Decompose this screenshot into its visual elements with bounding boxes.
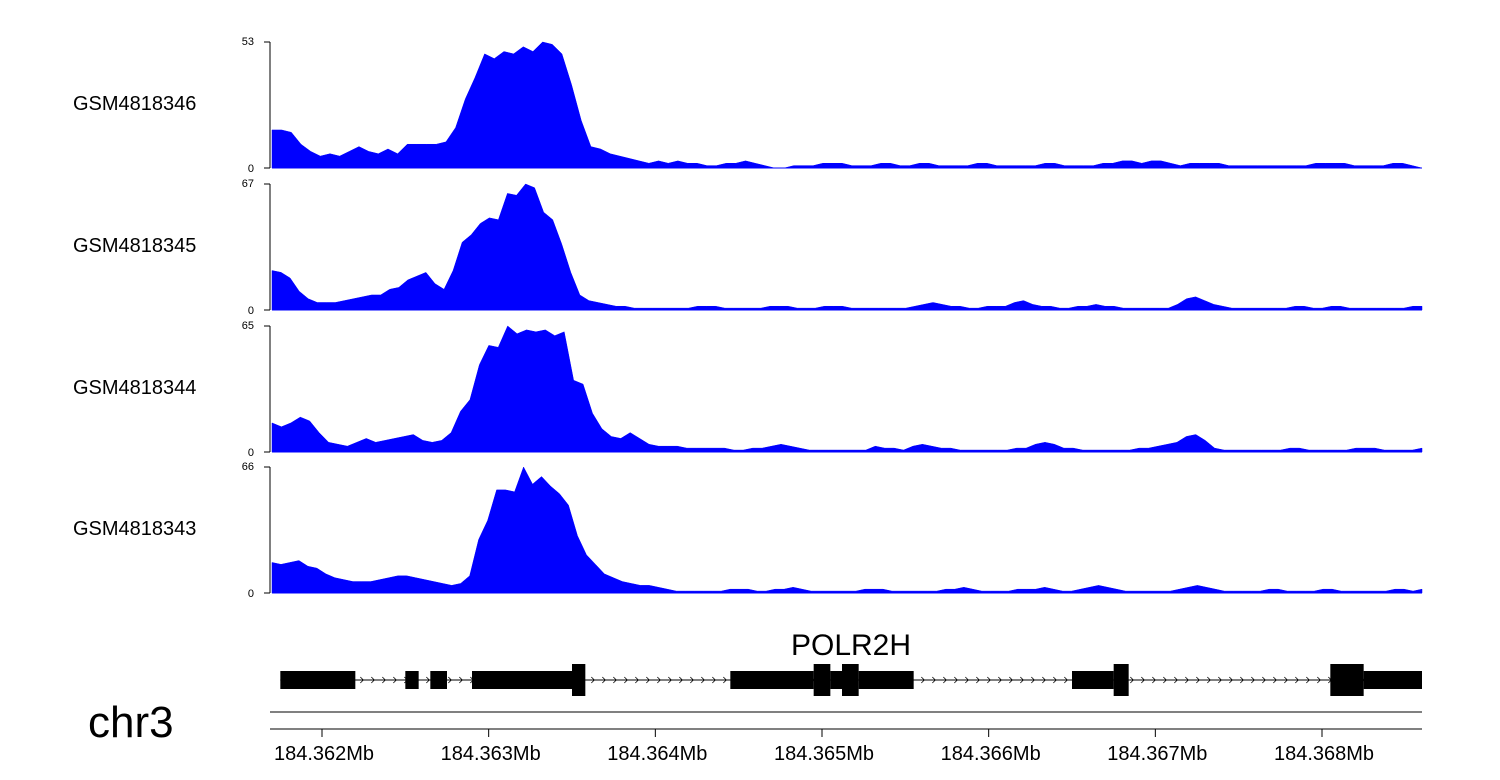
strand-chevron bbox=[932, 676, 936, 684]
gene-exon-block bbox=[430, 671, 447, 689]
strand-chevron bbox=[1185, 676, 1189, 684]
coverage-track: GSM4818346 53 0 bbox=[73, 36, 1423, 175]
strand-chevron bbox=[1273, 676, 1277, 684]
strand-chevron bbox=[1251, 676, 1255, 684]
strand-chevron bbox=[987, 676, 991, 684]
strand-chevron bbox=[943, 676, 947, 684]
strand-chevron bbox=[998, 676, 1002, 684]
strand-chevron bbox=[1317, 676, 1321, 684]
strand-chevron bbox=[1031, 676, 1035, 684]
x-tick-label: 184.365Mb bbox=[774, 743, 874, 765]
x-tick-label: 184.362Mb bbox=[274, 743, 374, 765]
strand-chevron bbox=[657, 676, 661, 684]
strand-chevron bbox=[1009, 676, 1013, 684]
x-tick-label: 184.367Mb bbox=[1107, 743, 1207, 765]
gene-exon-block bbox=[730, 671, 814, 689]
strand-chevron bbox=[1152, 676, 1156, 684]
gene-name-label: POLR2H bbox=[791, 629, 911, 662]
track-label: GSM4818346 bbox=[73, 93, 196, 115]
strand-chevron bbox=[679, 676, 683, 684]
strand-chevron bbox=[1053, 676, 1057, 684]
strand-chevron bbox=[613, 676, 617, 684]
gene-exon-block bbox=[1363, 671, 1422, 689]
coverage-track: GSM4818344 65 0 bbox=[73, 320, 1423, 459]
gene-exon-block bbox=[280, 671, 356, 689]
strand-chevron bbox=[701, 676, 705, 684]
coverage-track: GSM4818343 66 0 bbox=[73, 461, 1423, 600]
strand-chevron bbox=[393, 676, 397, 684]
strand-chevron bbox=[602, 676, 606, 684]
gene-cds-block bbox=[572, 664, 586, 696]
strand-chevron bbox=[1141, 676, 1145, 684]
strand-chevron bbox=[1284, 676, 1288, 684]
y-tick-label-zero: 0 bbox=[248, 305, 254, 317]
strand-chevron bbox=[1020, 676, 1024, 684]
gene-cds-block bbox=[1113, 664, 1129, 696]
strand-chevron bbox=[1174, 676, 1178, 684]
strand-chevron bbox=[1218, 676, 1222, 684]
strand-chevron bbox=[459, 676, 463, 684]
x-tick-label: 184.364Mb bbox=[607, 743, 707, 765]
y-tick-label-max: 65 bbox=[242, 320, 254, 332]
gene-cds-block bbox=[813, 664, 831, 696]
gene-cds-block bbox=[842, 664, 859, 696]
x-tick-label: 184.366Mb bbox=[941, 743, 1041, 765]
track-label: GSM4818345 bbox=[73, 235, 196, 257]
coverage-tracks: GSM4818346530GSM4818345670GSM4818344650G… bbox=[73, 36, 1423, 600]
strand-chevron bbox=[1064, 676, 1068, 684]
gene-exon-block bbox=[830, 671, 842, 689]
coverage-track: GSM4818345 67 0 bbox=[73, 178, 1423, 317]
strand-chevron bbox=[448, 676, 452, 684]
gene-exon-block bbox=[1072, 671, 1114, 689]
strand-chevron bbox=[1196, 676, 1200, 684]
strand-chevron bbox=[1163, 676, 1167, 684]
x-tick-label: 184.368Mb bbox=[1274, 743, 1374, 765]
strand-chevron bbox=[624, 676, 628, 684]
strand-chevron bbox=[723, 676, 727, 684]
strand-chevron bbox=[921, 676, 925, 684]
strand-chevron bbox=[371, 676, 375, 684]
strand-chevron bbox=[1262, 676, 1266, 684]
coverage-area bbox=[271, 325, 1423, 453]
strand-chevron bbox=[1240, 676, 1244, 684]
y-tick-label-max: 66 bbox=[242, 461, 254, 473]
strand-chevron bbox=[382, 676, 386, 684]
y-tick-label-zero: 0 bbox=[248, 447, 254, 459]
gene-cds-block bbox=[1330, 664, 1364, 696]
chromosome-label: chr3 bbox=[88, 698, 174, 747]
y-tick-label-max: 53 bbox=[242, 36, 254, 48]
gene-exon-block bbox=[472, 671, 572, 689]
gene-exon-block bbox=[858, 671, 914, 689]
coverage-area bbox=[271, 466, 1423, 594]
strand-chevron bbox=[1295, 676, 1299, 684]
coverage-area bbox=[271, 41, 1423, 169]
strand-chevron bbox=[1229, 676, 1233, 684]
strand-chevron bbox=[646, 676, 650, 684]
strand-chevron bbox=[954, 676, 958, 684]
strand-chevron bbox=[1207, 676, 1211, 684]
genomic-axis: 184.362Mb 184.363Mb 184.364Mb 184.365Mb 184.… bbox=[270, 711, 1422, 765]
strand-chevron bbox=[591, 676, 595, 684]
gene-exon-block bbox=[405, 671, 419, 689]
strand-chevron bbox=[668, 676, 672, 684]
coverage-area bbox=[271, 183, 1423, 311]
strand-chevron bbox=[976, 676, 980, 684]
y-tick-label-zero: 0 bbox=[248, 588, 254, 600]
x-tick-label: 184.363Mb bbox=[441, 743, 541, 765]
strand-chevron bbox=[1306, 676, 1310, 684]
strand-chevron bbox=[360, 676, 364, 684]
strand-chevron bbox=[712, 676, 716, 684]
track-label: GSM4818344 bbox=[73, 377, 196, 399]
strand-chevron bbox=[635, 676, 639, 684]
strand-chevron bbox=[1130, 676, 1134, 684]
strand-chevron bbox=[426, 676, 430, 684]
y-tick-label-zero: 0 bbox=[248, 163, 254, 175]
track-label: GSM4818343 bbox=[73, 518, 196, 540]
strand-chevron bbox=[690, 676, 694, 684]
strand-chevron bbox=[1042, 676, 1046, 684]
strand-chevron bbox=[965, 676, 969, 684]
gene-model-track: POLR2H bbox=[280, 629, 1422, 696]
y-tick-label-max: 67 bbox=[242, 178, 254, 190]
